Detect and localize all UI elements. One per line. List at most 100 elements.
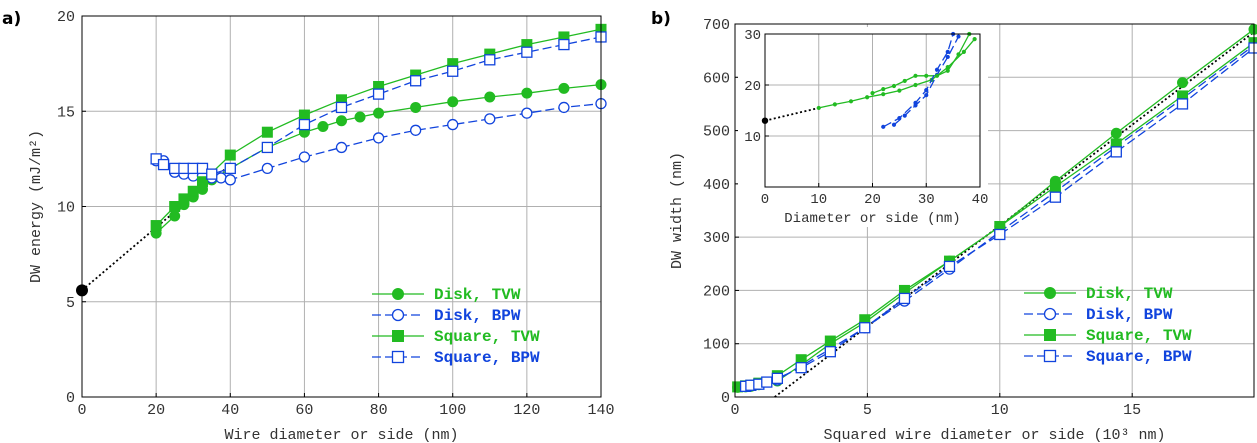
legend-marker	[393, 331, 404, 342]
data-point	[903, 114, 906, 117]
data-point	[299, 110, 309, 120]
legend-item-disk-tvw: Disk, TVW	[1024, 285, 1173, 303]
x-tick-label: 0	[77, 402, 86, 419]
panel-b-label: b)	[651, 9, 671, 29]
data-point	[957, 53, 960, 56]
legend-label: Square, TVW	[434, 328, 540, 346]
data-point	[946, 50, 949, 53]
legend-item-square-bpw: Square, BPW	[1024, 348, 1192, 366]
x-tick-label: 60	[295, 402, 313, 419]
data-point	[898, 117, 901, 120]
y-tick-label: 0	[721, 390, 730, 407]
data-point	[860, 323, 870, 333]
data-point	[1111, 128, 1121, 138]
legend-item-square-tvw: Square, TVW	[1024, 327, 1192, 345]
data-point	[946, 55, 949, 58]
data-point	[159, 160, 169, 170]
data-point	[925, 94, 928, 97]
data-point	[262, 163, 272, 173]
x-tick-label: 20	[864, 192, 881, 208]
data-point	[796, 363, 806, 373]
data-point	[225, 150, 235, 160]
x-tick-label: 40	[221, 402, 239, 419]
data-point	[448, 120, 458, 130]
data-point	[559, 40, 569, 50]
panel-b-y-axis-title: DW width (nm)	[669, 152, 686, 269]
legend-marker	[1045, 330, 1056, 341]
y-tick-label: 5	[66, 295, 75, 312]
legend-item-disk-bpw: Disk, BPW	[372, 307, 521, 325]
y-tick-label: 20	[744, 79, 761, 95]
data-point	[871, 92, 874, 95]
panel-a-x-axis-title: Wire diameter or side (nm)	[224, 427, 458, 443]
data-point	[522, 108, 532, 118]
x-tick-label: 5	[863, 402, 872, 419]
data-point	[1249, 24, 1257, 34]
data-point	[188, 186, 198, 196]
data-point	[485, 92, 495, 102]
data-point	[1050, 182, 1060, 192]
legend-marker	[1045, 309, 1056, 320]
legend-label: Disk, TVW	[434, 286, 521, 304]
legend-marker	[393, 289, 404, 300]
data-point	[522, 47, 532, 57]
panel-b-width: b) 0 5 10 150100200300400500600700 Squared …	[651, 9, 1257, 443]
data-point	[188, 163, 198, 173]
data-point	[197, 163, 207, 173]
data-point	[762, 377, 772, 387]
data-point	[1178, 78, 1188, 88]
data-point	[374, 133, 384, 143]
data-point	[337, 116, 347, 126]
data-point	[899, 293, 909, 303]
data-point	[882, 87, 885, 90]
data-point	[262, 142, 272, 152]
data-point	[559, 102, 569, 112]
data-point	[817, 106, 820, 109]
x-tick-label: 0	[761, 192, 769, 208]
y-tick-label: 15	[57, 104, 75, 121]
legend-item-disk-bpw: Disk, BPW	[1024, 306, 1173, 324]
data-point	[957, 35, 960, 38]
data-point	[485, 114, 495, 124]
data-point	[925, 89, 928, 92]
data-point	[914, 101, 917, 104]
legend-label: Disk, BPW	[1086, 306, 1173, 324]
data-point	[866, 96, 869, 99]
panel-a-energy: a) 0 20 40 60 80 100 120 14005101520 Wire diame…	[2, 9, 615, 443]
data-point	[151, 221, 161, 231]
data-point	[170, 163, 180, 173]
data-point	[962, 50, 965, 53]
data-point	[299, 152, 309, 162]
data-point	[1249, 43, 1257, 53]
data-point	[337, 142, 347, 152]
panel-a-y-axis-title: DW energy (mJ/m²)	[28, 130, 45, 283]
legend-marker	[393, 352, 404, 363]
y-tick-label: 400	[703, 177, 730, 194]
x-tick-label: 30	[918, 192, 935, 208]
y-tick-label: 30	[744, 28, 761, 44]
legend-marker	[1045, 288, 1056, 299]
data-point	[935, 68, 938, 71]
data-point	[925, 74, 928, 77]
x-tick-label: 20	[147, 402, 165, 419]
data-point	[485, 55, 495, 65]
data-point	[559, 83, 569, 93]
y-tick-label: 10	[57, 200, 75, 217]
data-point	[892, 123, 895, 126]
x-tick-label: 140	[587, 402, 614, 419]
y-tick-label: 200	[703, 283, 730, 300]
data-point	[337, 102, 347, 112]
panel-a-label: a)	[2, 9, 21, 29]
x-tick-label: 0	[730, 402, 739, 419]
data-point	[833, 103, 836, 106]
data-point	[374, 89, 384, 99]
data-point	[448, 97, 458, 107]
data-point	[318, 121, 328, 131]
data-point	[914, 83, 917, 86]
data-point	[207, 169, 217, 179]
y-tick-label: 700	[703, 17, 730, 34]
data-point	[1050, 192, 1060, 202]
legend-label: Square, TVW	[1086, 327, 1192, 345]
legend-item-square-tvw: Square, TVW	[372, 328, 540, 346]
